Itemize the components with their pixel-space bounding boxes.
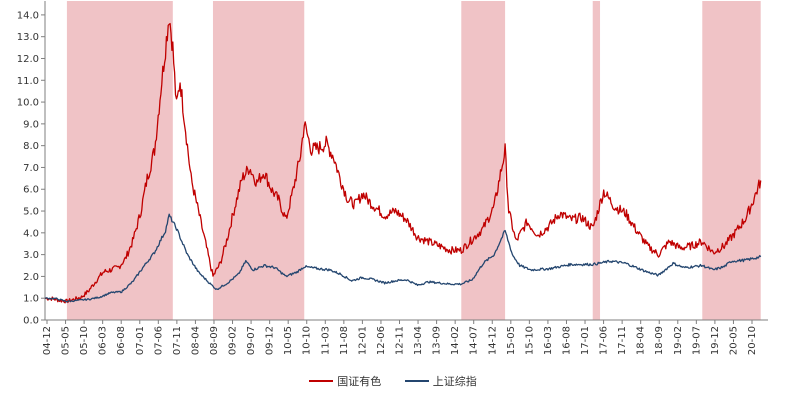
- y-tick-label: 11.0: [17, 76, 39, 87]
- x-tick-label: 09-12: [265, 326, 276, 355]
- x-tick-label: 20-05: [728, 326, 739, 355]
- x-tick-label: 12-01: [357, 326, 368, 355]
- x-tick-label: 13-04: [413, 326, 424, 355]
- y-tick-label: 9.0: [23, 119, 39, 130]
- y-tick-label: 0.0: [23, 316, 39, 327]
- x-tick-label: 18-09: [654, 326, 665, 355]
- x-tick-label: 05-05: [61, 326, 72, 355]
- x-tick-label: 10-05: [283, 326, 294, 355]
- x-tick-label: 20-10: [747, 326, 758, 355]
- x-tick-label: 10-10: [302, 326, 313, 355]
- legend-item-series-1: 上证综指: [404, 373, 477, 389]
- x-tick-label: 07-06: [153, 326, 164, 355]
- x-tick-label: 13-09: [432, 326, 443, 355]
- y-tick-label: 13.0: [17, 32, 39, 43]
- legend-label: 国证有色: [337, 375, 382, 388]
- x-tick-label: 09-07: [246, 326, 257, 355]
- x-tick-label: 17-01: [580, 326, 591, 355]
- x-tick-label: 17-06: [599, 326, 610, 355]
- y-tick-label: 4.0: [23, 228, 39, 239]
- x-tick-label: 06-03: [98, 326, 109, 355]
- shaded-period-0: [66, 1, 173, 320]
- x-tick-label: 16-08: [561, 326, 572, 355]
- y-tick-label: 3.0: [23, 250, 39, 261]
- series-line-0: [44, 22, 762, 304]
- x-tick-label: 15-10: [524, 326, 535, 355]
- legend-swatch: [404, 380, 429, 382]
- legend-swatch: [309, 380, 334, 382]
- series-line-1: [44, 213, 762, 303]
- x-tick-label: 19-07: [691, 326, 702, 355]
- y-tick-label: 8.0: [23, 141, 39, 152]
- legend: 国证有色 上证综指: [0, 372, 786, 389]
- x-tick-label: 18-04: [636, 326, 647, 355]
- legend-label: 上证综指: [432, 375, 477, 388]
- legend-item-series-0: 国证有色: [309, 373, 381, 389]
- x-tick-label: 07-11: [172, 326, 183, 355]
- line-chart: 0.0 1.0 2.0 3.0 4.0 5.0 6.0 7.0 8.0 9.0 10.0 11.0 12…: [17, 1, 768, 355]
- y-tick-label: 6.0: [23, 185, 39, 196]
- y-tick-label: 1.0: [23, 294, 39, 305]
- x-tick-label: 17-11: [617, 326, 628, 355]
- x-tick-label: 09-02: [228, 326, 239, 355]
- x-tick-label: 12-06: [376, 326, 387, 355]
- x-tick-label: 08-04: [190, 326, 201, 355]
- x-tick-label: 11-08: [339, 326, 350, 355]
- x-tick-label: 14-07: [469, 326, 480, 355]
- shaded-period-1: [212, 1, 305, 320]
- y-tick-label: 10.0: [17, 98, 39, 109]
- x-tick-label: 15-05: [506, 326, 517, 355]
- x-tick-label: 14-02: [450, 326, 461, 355]
- y-tick-label: 14.0: [17, 10, 39, 21]
- x-tick-label: 19-12: [710, 326, 721, 355]
- y-tick-label: 5.0: [23, 207, 39, 218]
- x-tick-label: 11-03: [320, 326, 331, 355]
- shaded-period-4: [702, 1, 761, 320]
- x-tick-label: 19-02: [673, 326, 684, 355]
- x-tick-label: 07-01: [135, 326, 146, 355]
- x-tick-label: 08-09: [209, 326, 220, 355]
- x-tick-label: 06-08: [116, 326, 127, 355]
- x-tick-label: 16-03: [543, 326, 554, 355]
- shaded-period-2: [461, 1, 506, 320]
- x-tick-label: 04-12: [42, 326, 53, 355]
- y-tick-label: 7.0: [23, 163, 39, 174]
- shaded-period-3: [592, 1, 601, 320]
- x-tick-label: 05-10: [79, 326, 90, 355]
- axes: 0.0 1.0 2.0 3.0 4.0 5.0 6.0 7.0 8.0 9.0 10.0 11.0 12…: [17, 1, 768, 355]
- x-tick-label: 14-12: [487, 326, 498, 355]
- series-lines: [44, 22, 762, 304]
- y-tick-label: 12.0: [17, 54, 39, 65]
- shaded-periods: [66, 1, 761, 320]
- x-tick-label: 12-11: [395, 326, 406, 355]
- y-tick-label: 2.0: [23, 272, 39, 283]
